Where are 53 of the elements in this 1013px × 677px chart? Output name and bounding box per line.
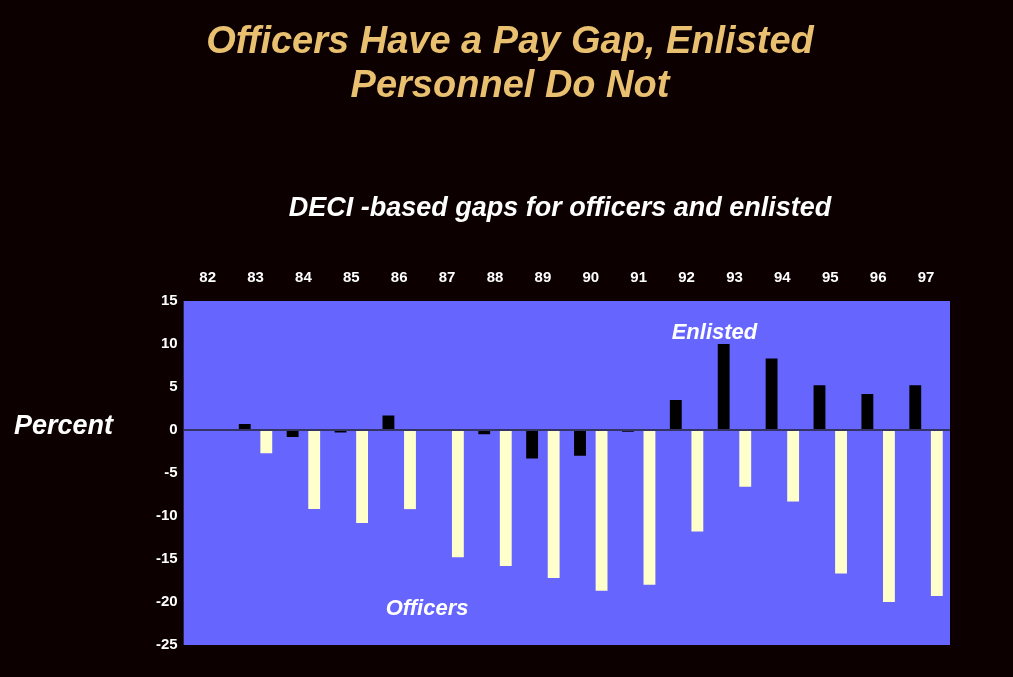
y-tick-label: 15: [160, 291, 178, 309]
x-tick-label: 94: [774, 268, 792, 286]
bar: [643, 430, 656, 585]
bar: [451, 430, 464, 558]
bar: [595, 430, 608, 591]
chart-subtitle: DECI -based gaps for officers and enlisted: [287, 192, 833, 223]
x-tick-label: 90: [582, 268, 600, 286]
y-tick-label: 10: [160, 334, 178, 352]
series-label: Officers: [385, 595, 469, 620]
y-tick-label: -5: [164, 463, 178, 481]
x-tick-label: 95: [821, 268, 839, 286]
bar: [883, 430, 895, 602]
bar: [909, 385, 922, 430]
bar: [669, 399, 682, 430]
bar: [717, 344, 730, 430]
bar: [547, 430, 560, 578]
bar: [691, 430, 704, 532]
y-tick-label: -25: [155, 635, 178, 653]
x-tick-label: 85: [342, 268, 360, 286]
bar: [499, 430, 512, 566]
bar: [526, 430, 539, 459]
x-tick-label: 88: [486, 268, 504, 286]
x-tick-label: 84: [295, 268, 313, 286]
bar: [574, 430, 586, 456]
x-tick-label: 97: [917, 268, 935, 286]
bar: [739, 430, 752, 487]
bar: [765, 358, 778, 430]
bar: [787, 430, 800, 502]
bar: [861, 393, 874, 430]
bar: [356, 430, 369, 523]
x-tick-label: 91: [630, 268, 648, 286]
bar: [308, 430, 321, 510]
x-tick-label: 83: [247, 268, 264, 286]
y-tick-label: 5: [169, 377, 178, 395]
y-tick-label: -20: [155, 592, 178, 610]
bar: [404, 430, 416, 510]
x-tick-label: 86: [390, 268, 408, 286]
y-tick-label: 0: [169, 420, 178, 438]
x-tick-label: 92: [678, 268, 695, 286]
series-label: Enlisted: [671, 319, 758, 344]
x-tick-label: 82: [199, 268, 216, 286]
bar: [260, 430, 273, 454]
x-tick-label: 89: [534, 268, 552, 286]
x-tick-label: 93: [726, 268, 743, 286]
bar: [835, 430, 847, 574]
chart-title: Officers Have a Pay Gap, Enlisted Personnel Do Not: [205, 18, 816, 106]
y-tick-label: -15: [155, 549, 178, 567]
x-tick-label: 87: [438, 268, 456, 286]
bar: [813, 385, 826, 430]
y-tick-label: -10: [155, 506, 178, 524]
x-tick-label: 96: [869, 268, 887, 286]
bar: [930, 430, 943, 596]
y-axis-title: Percent: [14, 410, 114, 441]
